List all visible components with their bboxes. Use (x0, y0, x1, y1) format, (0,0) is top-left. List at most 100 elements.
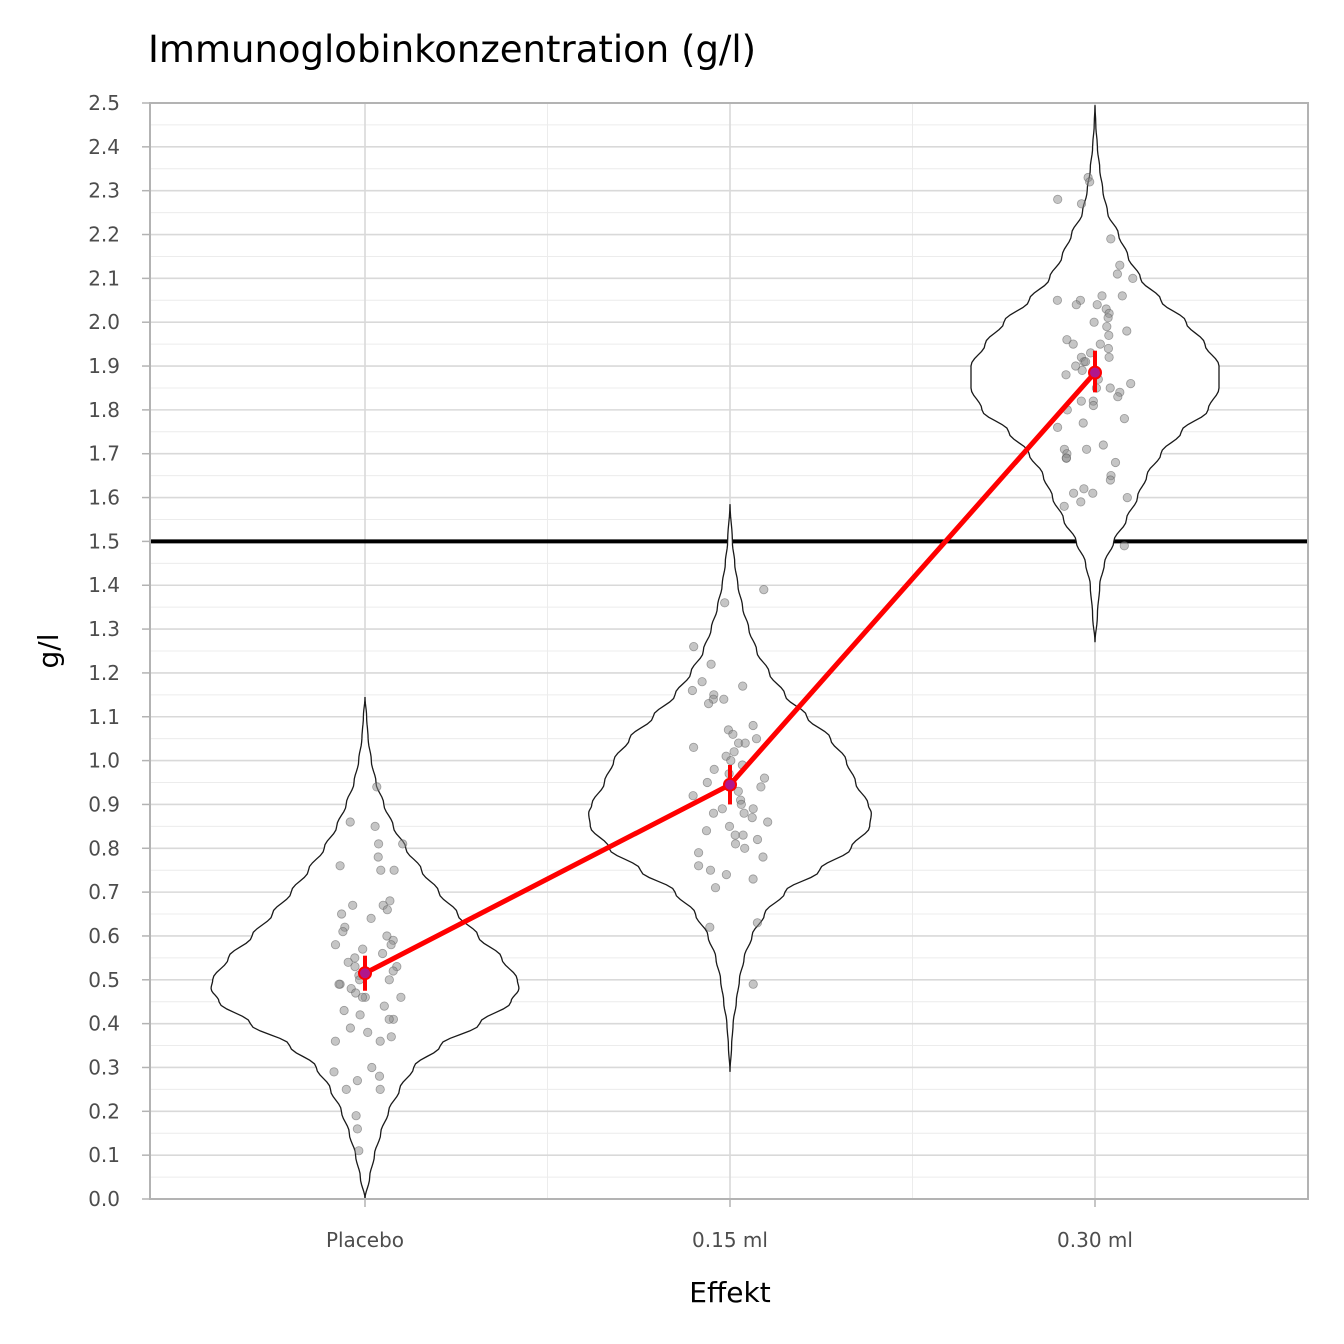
data-point (697, 677, 707, 687)
data-point (386, 940, 396, 950)
data-point (1115, 260, 1125, 270)
mean-marker (358, 966, 372, 981)
data-point (1122, 492, 1132, 503)
data-point (703, 698, 714, 709)
data-point (1106, 234, 1116, 244)
data-point (363, 1027, 373, 1038)
data-point (1076, 497, 1086, 507)
data-point (1079, 484, 1089, 494)
y-tick-label: 0.5 (88, 968, 120, 992)
data-point (382, 931, 392, 941)
data-point (688, 791, 698, 801)
y-tick-label: 0.0 (88, 1187, 120, 1211)
data-point (1082, 444, 1092, 454)
data-point (389, 865, 399, 875)
data-point (384, 1014, 394, 1024)
y-tick-label: 2.2 (88, 223, 120, 247)
data-point (705, 865, 716, 875)
data-point (351, 1111, 361, 1121)
x-tick-label: Placebo (326, 1228, 404, 1252)
data-point (384, 975, 394, 985)
data-point (1076, 396, 1086, 406)
data-point (1126, 378, 1136, 389)
mean-line (358, 350, 1102, 991)
data-point (1061, 453, 1072, 463)
data-point (358, 944, 368, 954)
y-tick-label: 1.9 (88, 354, 120, 378)
y-tick-label: 1.3 (88, 617, 120, 641)
data-point (720, 598, 730, 608)
data-point (1102, 321, 1112, 332)
data-point (334, 979, 344, 989)
data-point (1052, 295, 1063, 305)
data-point (1062, 335, 1072, 345)
data-point (330, 1036, 340, 1046)
data-point (1053, 194, 1063, 204)
data-point (1128, 273, 1138, 283)
y-tick-label: 2.3 (88, 179, 120, 203)
data-point (1076, 199, 1087, 209)
data-point (343, 957, 353, 967)
data-point (759, 773, 770, 783)
y-tick-label: 2.5 (88, 91, 120, 115)
data-point (1097, 291, 1107, 301)
data-point (335, 861, 345, 871)
data-point (688, 742, 699, 753)
data-point (740, 843, 750, 853)
data-point (385, 896, 395, 906)
data-point (348, 900, 358, 910)
data-point (730, 839, 741, 849)
data-point (730, 830, 740, 840)
data-point (708, 808, 719, 818)
data-point (747, 812, 757, 823)
data-point (1122, 326, 1132, 336)
data-point (338, 926, 348, 937)
y-axis: 0.0 0.1 0.2 0.3 0.4 0.5 0.6 0.7 0.8 0.9 1.0 1.1 1.2 1… (88, 91, 150, 1211)
x-axis-title: Effekt (689, 1276, 770, 1309)
data-point (1095, 339, 1105, 349)
data-point (719, 694, 729, 704)
data-point (738, 830, 748, 840)
data-point (345, 817, 355, 827)
data-point (375, 1036, 385, 1046)
data-point (748, 720, 758, 731)
y-tick-label: 1.1 (88, 705, 120, 729)
data-point (382, 905, 392, 915)
data-point (710, 883, 721, 893)
data-point (1081, 357, 1091, 367)
data-point (729, 747, 739, 757)
data-point (355, 1010, 365, 1020)
data-point (1077, 365, 1087, 375)
data-point (357, 992, 368, 1002)
data-point (738, 681, 748, 691)
data-point (748, 979, 758, 989)
y-tick-label: 2.4 (88, 135, 120, 159)
data-point (1105, 383, 1115, 393)
y-tick-label: 2.1 (88, 266, 120, 290)
data-point (379, 1001, 389, 1011)
y-tick-label: 0.3 (88, 1055, 120, 1079)
data-point (693, 848, 704, 858)
data-point (752, 918, 763, 928)
y-tick-label: 0.1 (88, 1143, 120, 1167)
data-point (752, 834, 763, 845)
data-point (1053, 422, 1063, 432)
y-tick-label: 1.7 (88, 442, 120, 466)
data-point (1059, 501, 1069, 511)
y-tick-label: 2.0 (88, 310, 120, 334)
y-tick-label: 0.6 (88, 924, 120, 948)
data-point (739, 808, 749, 818)
data-point (1088, 400, 1099, 411)
data-point (702, 777, 712, 788)
data-point (375, 1084, 385, 1095)
data-point (1119, 413, 1130, 424)
mean-marker (723, 777, 737, 792)
data-point (374, 1071, 385, 1081)
y-tick-label: 1.2 (88, 661, 120, 685)
data-point (1089, 317, 1099, 327)
data-point (736, 799, 746, 810)
data-point (689, 641, 699, 652)
data-point (1088, 488, 1098, 498)
data-point (370, 821, 380, 832)
x-axis: Placebo 0.15 ml 0.30 ml (326, 1199, 1133, 1252)
